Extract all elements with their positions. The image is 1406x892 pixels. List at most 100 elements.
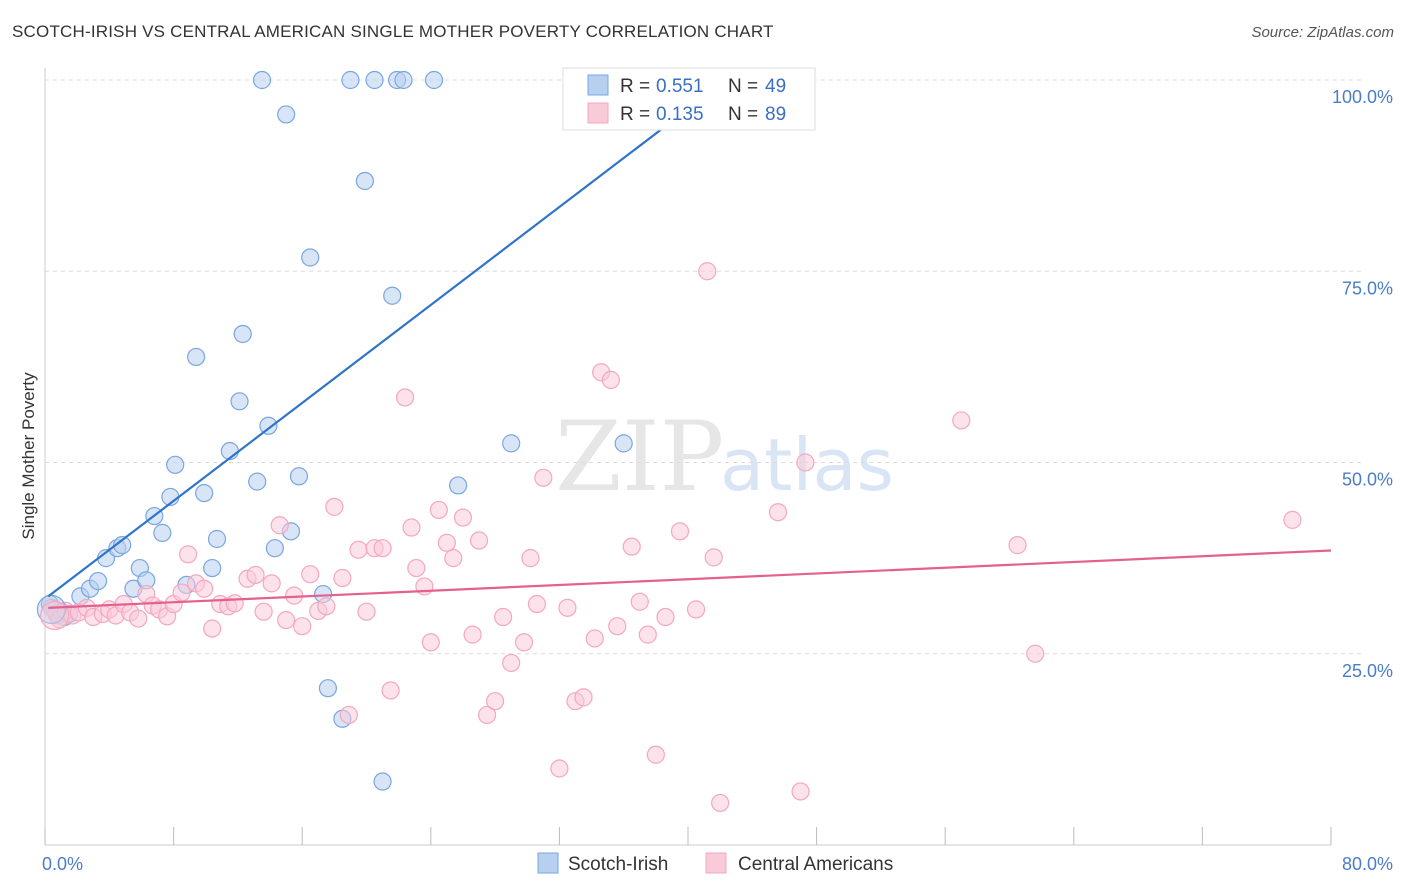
point-scotch-irish <box>289 467 309 486</box>
legend-r-label-1: R = <box>620 76 650 97</box>
point-scotch-irish <box>301 248 320 267</box>
point-scotch-irish <box>252 70 272 90</box>
point-central-americans <box>791 782 810 801</box>
legend-n-value-2: 89 <box>765 104 786 125</box>
point-central-americans <box>630 592 649 611</box>
point-central-americans <box>421 633 440 652</box>
point-scotch-irish <box>259 416 278 435</box>
data-points <box>36 70 1302 813</box>
point-central-americans <box>521 549 540 568</box>
point-central-americans <box>796 453 815 472</box>
trend-lines <box>47 102 1332 609</box>
legend-r-label-2: R = <box>620 104 650 125</box>
x-tick-label: 80.0% <box>1342 854 1393 874</box>
y-axis-label: Single Mother Poverty <box>19 372 38 540</box>
point-central-americans <box>407 558 426 578</box>
point-scotch-irish <box>248 472 267 491</box>
point-scotch-irish <box>383 286 402 305</box>
point-scotch-irish <box>195 484 214 503</box>
point-central-americans <box>339 705 358 725</box>
point-central-americans <box>585 629 604 648</box>
point-central-americans <box>203 619 222 638</box>
point-scotch-irish <box>394 70 413 90</box>
bottom-legend-scotch-irish: Scotch-Irish <box>568 854 668 875</box>
point-central-americans <box>1283 510 1302 529</box>
point-central-americans <box>317 597 336 616</box>
point-central-americans <box>277 610 296 630</box>
axes <box>44 68 1332 846</box>
point-scotch-irish <box>230 392 249 411</box>
point-scotch-irish <box>341 70 360 90</box>
point-scotch-irish <box>166 455 185 474</box>
point-central-americans <box>395 388 415 407</box>
point-scotch-irish <box>424 70 444 90</box>
point-central-americans <box>574 688 593 707</box>
point-scotch-irish <box>614 434 633 453</box>
trend-line-scotch-irish <box>47 102 697 598</box>
point-central-americans <box>704 548 723 567</box>
point-central-americans <box>1026 644 1045 663</box>
point-central-americans <box>698 262 717 281</box>
chart-title: SCOTCH-IRISH VS CENTRAL AMERICAN SINGLE … <box>12 22 774 41</box>
point-scotch-irish <box>365 70 384 90</box>
legend: R = 0.551 N = 49 R = 0.135 N = 89 <box>562 67 816 131</box>
point-central-americans <box>463 625 482 644</box>
x-tick-labels: 0.0% 80.0% <box>42 854 1393 874</box>
point-scotch-irish <box>207 529 227 549</box>
point-central-americans <box>195 579 214 598</box>
point-scotch-irish <box>449 476 468 495</box>
point-central-americans <box>301 565 320 584</box>
point-central-americans <box>469 531 489 550</box>
point-central-americans <box>711 793 730 813</box>
point-central-americans <box>550 759 569 778</box>
source-label: Source: ZipAtlas.com <box>1251 24 1394 41</box>
point-central-americans <box>437 533 456 552</box>
point-central-americans <box>402 518 421 537</box>
point-central-americans <box>686 600 706 619</box>
point-scotch-irish <box>233 324 252 344</box>
point-central-americans <box>172 583 191 602</box>
point-central-americans <box>670 522 690 541</box>
point-central-americans <box>178 545 198 564</box>
point-central-americans <box>534 468 553 487</box>
point-central-americans <box>477 705 497 725</box>
y-tick-label: 100.0% <box>1332 87 1393 107</box>
point-central-americans <box>638 625 657 644</box>
point-central-americans <box>514 633 534 652</box>
point-central-americans <box>325 497 344 516</box>
point-central-americans <box>444 549 463 568</box>
bottom-legend-central-americans: Central Americans <box>738 854 893 875</box>
point-central-americans <box>622 537 641 556</box>
point-central-americans <box>262 574 281 593</box>
point-central-americans <box>502 653 521 673</box>
point-central-americans <box>1008 536 1027 555</box>
bottom-legend-swatch-scotch-irish <box>537 852 559 874</box>
bottom-legend-swatch-central-americans <box>705 852 727 874</box>
legend-n-value-1: 49 <box>765 76 786 97</box>
point-central-americans <box>225 594 244 613</box>
point-central-americans <box>293 617 312 636</box>
point-central-americans <box>646 745 665 764</box>
point-scotch-irish <box>355 171 374 191</box>
y-tick-label: 50.0% <box>1342 470 1393 490</box>
x-tick-label: 0.0% <box>42 854 83 874</box>
legend-swatch-central-americans <box>587 102 609 124</box>
point-central-americans <box>373 539 392 558</box>
point-scotch-irish <box>265 539 284 558</box>
y-tick-label: 25.0% <box>1342 661 1393 681</box>
point-scotch-irish <box>373 772 392 791</box>
point-central-americans <box>453 508 473 527</box>
legend-r-value-1: 0.551 <box>656 76 704 97</box>
legend-swatch-scotch-irish <box>587 74 609 96</box>
point-central-americans <box>486 692 505 711</box>
point-scotch-irish <box>277 105 296 124</box>
legend-n-label-1: N = <box>728 76 758 97</box>
trend-line-central-americans <box>48 549 1332 609</box>
point-central-americans <box>601 370 620 389</box>
point-scotch-irish <box>113 536 132 555</box>
point-central-americans <box>357 602 376 621</box>
point-central-americans <box>129 609 148 628</box>
point-central-americans <box>333 568 352 588</box>
gridlines <box>45 79 1361 655</box>
legend-n-label-2: N = <box>728 104 758 125</box>
